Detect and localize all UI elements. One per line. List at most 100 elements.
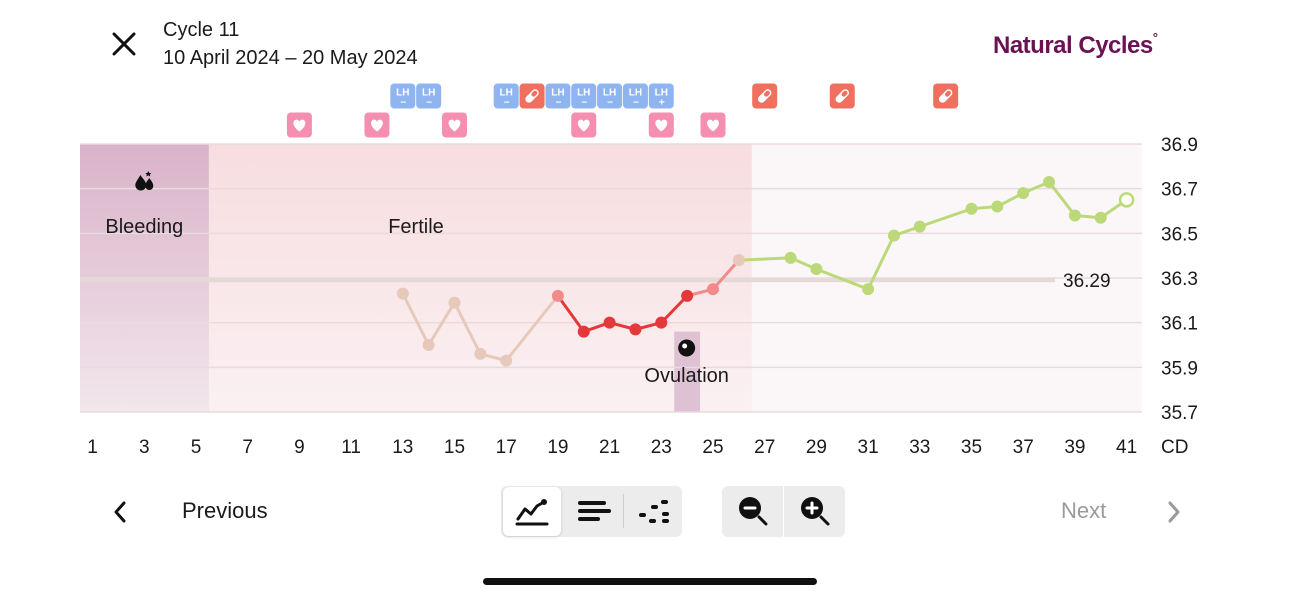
zoom-in-icon xyxy=(800,497,829,526)
series-line-segment xyxy=(504,294,560,363)
brand-mark: ° xyxy=(1152,30,1158,45)
series-line-segment xyxy=(918,207,973,229)
series-line-segment xyxy=(866,234,896,291)
chevron-right-icon xyxy=(1168,501,1180,523)
ovulation-icon xyxy=(678,339,696,357)
lh-sign: − xyxy=(504,98,510,109)
data-point xyxy=(913,220,926,233)
x-tick-label: 19 xyxy=(547,437,568,458)
blood-drops-icon xyxy=(135,171,154,191)
series-line-segment xyxy=(711,258,741,291)
data-point xyxy=(887,229,900,242)
x-tick-label: 15 xyxy=(444,437,465,458)
x-tick-label: 5 xyxy=(191,437,202,458)
y-tick-label: 36.9 xyxy=(1161,135,1198,156)
badge-bg xyxy=(390,83,416,109)
lh-text: LH xyxy=(551,88,564,99)
data-point xyxy=(991,200,1004,213)
lh-text: LH xyxy=(629,88,642,99)
data-point xyxy=(1068,209,1081,222)
x-tick-label: 25 xyxy=(702,437,723,458)
badge-bg xyxy=(545,83,571,109)
dots-icon xyxy=(639,500,669,523)
brand-name: Natural Cycles xyxy=(993,32,1153,59)
close-button[interactable] xyxy=(108,28,140,60)
zoom-out-icon xyxy=(738,497,767,526)
segment-divider xyxy=(623,494,624,528)
pill-badge xyxy=(933,83,959,109)
series-line-segment xyxy=(427,301,456,347)
cycle-header: Cycle 11 10 April 2024 – 20 May 2024 xyxy=(163,16,418,72)
series-line-segment xyxy=(814,267,870,291)
data-point xyxy=(422,339,435,351)
brand-logo: Natural Cycles° xyxy=(993,30,1158,60)
series-line-segment xyxy=(659,294,689,325)
lh-text: LH xyxy=(603,88,616,99)
ovulation-icon-highlight xyxy=(682,343,688,349)
series-line-segment xyxy=(737,256,793,262)
fertile-label: Fertile xyxy=(388,216,444,238)
heart-badge xyxy=(442,112,467,138)
heart-badge xyxy=(286,112,312,138)
data-point xyxy=(810,263,823,276)
bar-view-button[interactable] xyxy=(563,486,623,536)
data-point xyxy=(1094,211,1107,224)
pill-half xyxy=(945,90,951,97)
x-tick-label: 11 xyxy=(341,437,361,458)
y-tick-label: 36.3 xyxy=(1161,269,1198,290)
data-point xyxy=(396,287,409,300)
x-tick-label: 7 xyxy=(242,437,253,458)
heart-icon xyxy=(707,119,719,132)
lh-text: LH xyxy=(577,88,590,99)
badge-bg xyxy=(493,83,519,109)
zoom-in-button[interactable] xyxy=(784,486,845,536)
lh-sign: − xyxy=(426,98,432,109)
lh-sign: − xyxy=(400,98,406,109)
previous-button[interactable]: Previous xyxy=(182,498,268,523)
lh-badge: LH− xyxy=(416,83,442,109)
heart-icon xyxy=(655,119,668,132)
y-tick-label: 36.1 xyxy=(1161,314,1198,335)
zoom-out-button[interactable] xyxy=(722,486,783,536)
pill-badge xyxy=(752,83,778,109)
x-tick-label: 1 xyxy=(87,437,98,458)
x-tick-label: 41 xyxy=(1116,437,1137,458)
data-point xyxy=(577,325,590,338)
next-button[interactable]: Next xyxy=(1061,498,1107,523)
data-point xyxy=(1017,187,1030,200)
lh-text: LH xyxy=(500,88,513,99)
cycle-title: Cycle 11 xyxy=(163,19,240,41)
lh-badge: LH− xyxy=(571,83,597,109)
line-graph-icon xyxy=(515,498,549,525)
y-tick-label: 35.7 xyxy=(1161,403,1198,424)
heart-icon xyxy=(293,119,306,132)
drop xyxy=(145,178,154,190)
previous-chevron-button[interactable] xyxy=(108,498,134,526)
heart-badge xyxy=(571,112,597,138)
lh-sign: − xyxy=(607,98,613,109)
x-tick-label: 39 xyxy=(1064,437,1085,458)
scatter-view-button[interactable] xyxy=(624,486,682,536)
drop xyxy=(135,175,147,191)
bleeding-label: Bleeding xyxy=(105,216,183,238)
next-chevron-button[interactable] xyxy=(1160,498,1186,526)
data-point xyxy=(474,347,487,360)
pill-half xyxy=(764,90,770,97)
badge-bg xyxy=(622,83,648,109)
graph-view-button[interactable] xyxy=(503,487,561,536)
x-tick-label: 27 xyxy=(754,437,775,458)
coverline-label: 36.29 xyxy=(1063,271,1111,292)
data-point xyxy=(784,251,797,264)
data-point xyxy=(1043,175,1056,188)
lh-badge: LH+ xyxy=(648,83,674,109)
heart-icon xyxy=(370,119,383,132)
zoom-controls xyxy=(722,486,845,537)
lh-sign: − xyxy=(581,98,587,109)
lh-sign: + xyxy=(659,98,665,109)
lh-badge: LH− xyxy=(545,83,571,109)
x-tick-label: 3 xyxy=(139,437,150,458)
segment-divider xyxy=(783,486,784,537)
data-point xyxy=(551,289,564,302)
series-line-segment xyxy=(556,294,586,334)
